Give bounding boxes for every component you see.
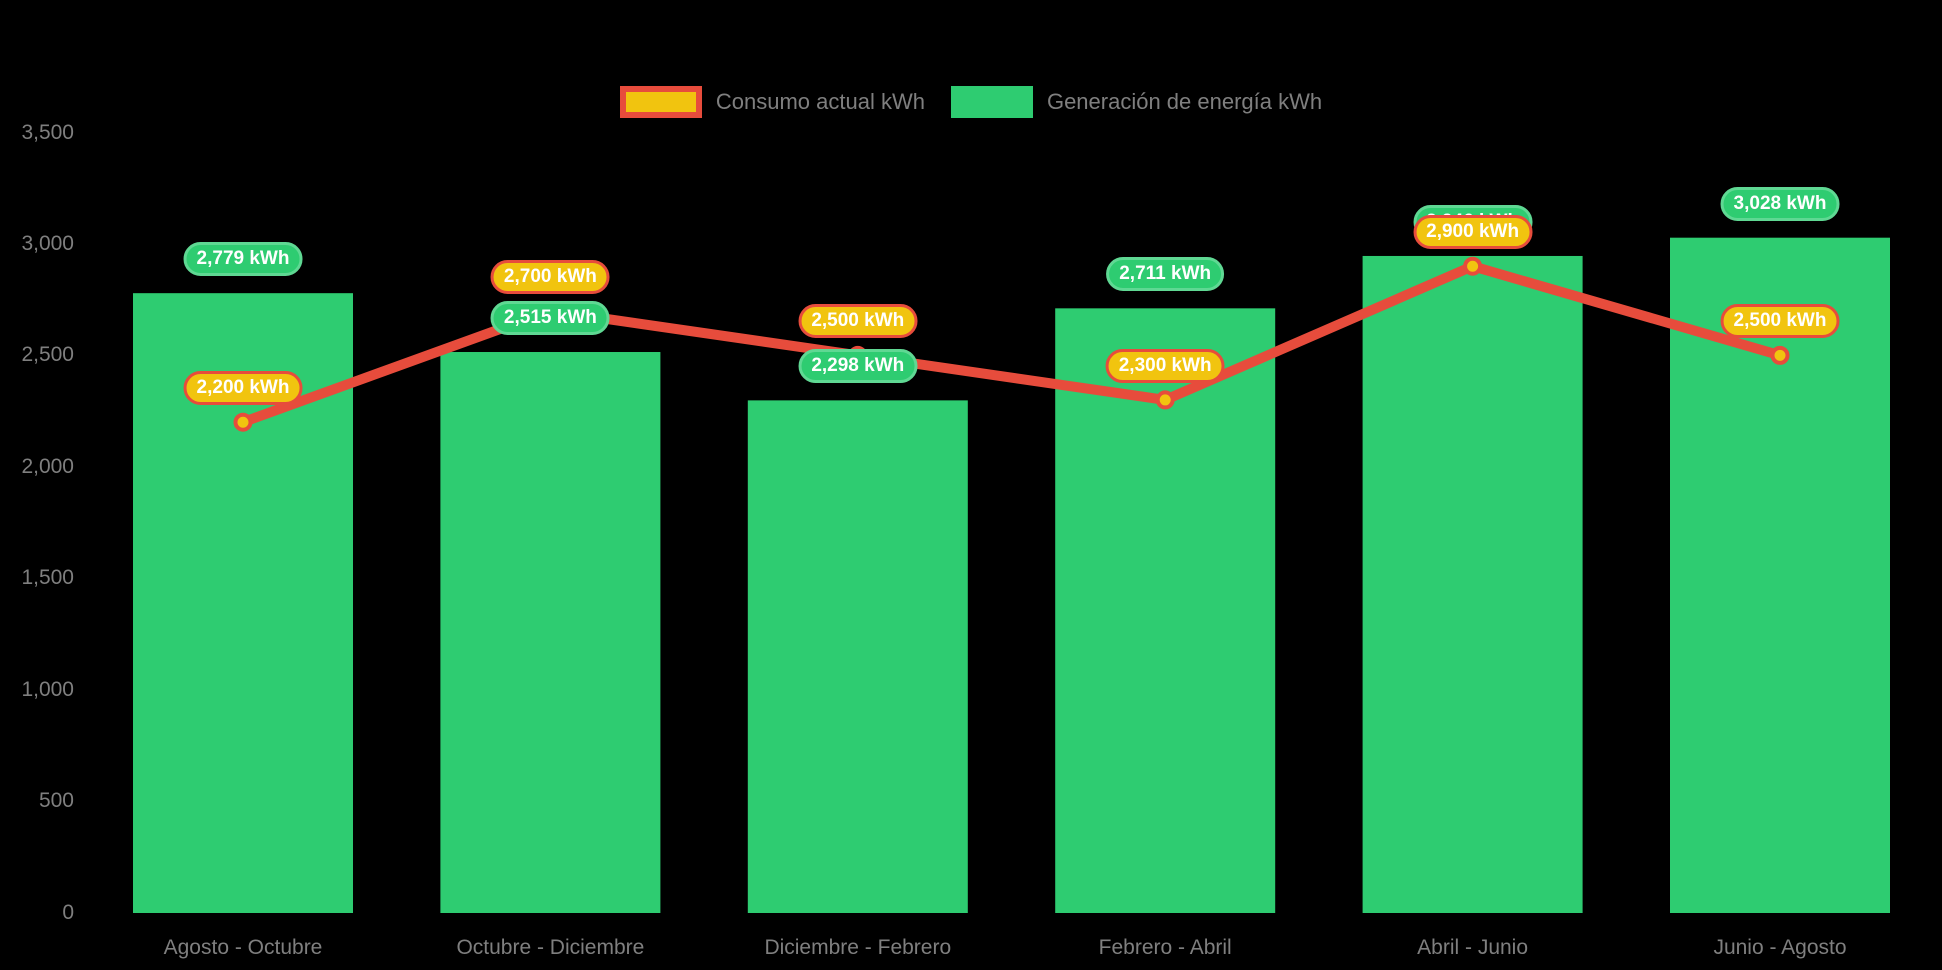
bar-value-badge: 2,711 kWh [1106, 257, 1225, 292]
y-tick-label: 2,000 [21, 454, 74, 478]
line-point[interactable] [1155, 390, 1175, 410]
x-axis-label: Junio - Agosto [1713, 936, 1847, 959]
y-tick-label: 0 [62, 900, 74, 924]
line-value-badge: 2,500 kWh [798, 304, 918, 339]
legend-label-generacion: Generación de energía kWh [1046, 89, 1323, 114]
x-axis-label: Octubre - Diciembre [456, 936, 645, 959]
line-value-badge: 2,500 kWh [1720, 304, 1840, 339]
y-tick-label: 500 [38, 789, 74, 813]
bar-value-badge: 3,028 kWh [1720, 186, 1840, 221]
line-value-badge: 2,300 kWh [1105, 348, 1225, 383]
bar-generacion[interactable] [440, 352, 661, 913]
y-tick-label: 3,000 [21, 231, 74, 255]
line-value-badge: 2,200 kWh [183, 371, 303, 406]
y-tick-label: 1,000 [21, 677, 74, 701]
bar-value-badge: 2,515 kWh [490, 301, 610, 335]
legend-item-generacion[interactable]: Generación de energía kWh [950, 86, 1323, 118]
bar-value-badge: 2,779 kWh [183, 242, 303, 277]
x-axis-label: Diciembre - Febrero [764, 936, 952, 959]
y-tick-label: 2,500 [21, 343, 74, 367]
legend-item-consumo[interactable]: Consumo actual kWh [619, 86, 925, 118]
line-value-badge: 2,900 kWh [1413, 215, 1533, 250]
bar-value-badge: 2,298 kWh [798, 349, 918, 384]
legend-swatch-generacion-icon [950, 86, 1033, 118]
y-tick-label: 3,500 [21, 120, 74, 144]
line-point[interactable] [1463, 256, 1483, 276]
bar-generacion[interactable] [747, 400, 968, 914]
bar-generacion[interactable] [1362, 255, 1583, 913]
legend-swatch-consumo-icon [619, 86, 702, 118]
x-axis-label: Febrero - Abril [1098, 936, 1232, 959]
x-axis-label: Abril - Junio [1417, 936, 1529, 959]
line-point[interactable] [1770, 345, 1790, 365]
legend-label-consumo: Consumo actual kWh [715, 89, 925, 114]
legend: Consumo actual kWh Generación de energía… [0, 86, 1942, 118]
y-tick-label: 1,500 [21, 566, 74, 590]
line-point[interactable] [233, 412, 253, 432]
line-value-badge: 2,700 kWh [490, 259, 610, 294]
x-axis-label: Agosto - Octubre [163, 936, 323, 959]
bar-generacion[interactable] [1670, 237, 1890, 913]
